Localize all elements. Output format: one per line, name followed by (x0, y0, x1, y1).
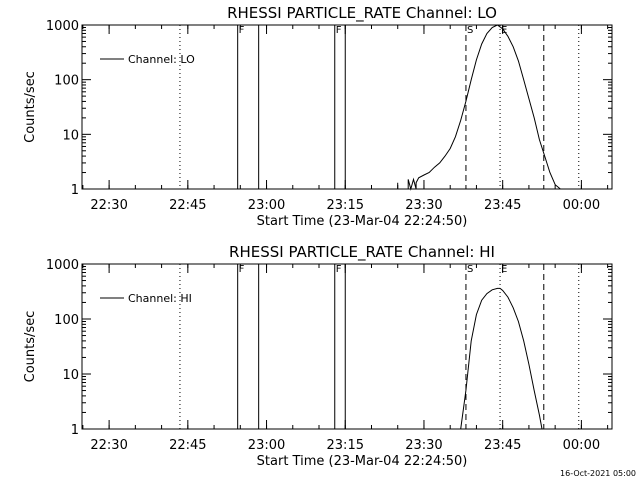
x-tick-label: 23:30 (405, 198, 442, 213)
x-tick-label: 23:15 (327, 198, 364, 213)
legend-label: Channel: LO (128, 53, 195, 66)
series-line (460, 287, 543, 430)
x-tick-label: 23:30 (405, 438, 442, 453)
y-tick-label: 100 (54, 74, 79, 89)
event-marker-S: S (467, 264, 473, 275)
chart-panel-2: RHESSI PARTICLE_RATE Channel: HI 1 10 100 10… (23, 243, 613, 469)
x-tick-label: 23:00 (248, 438, 285, 453)
chart-title: RHESSI PARTICLE_RATE Channel: LO (227, 4, 497, 23)
x-axis-label: Start Time (23-Mar-04 22:24:50) (257, 454, 468, 469)
y-tick-label: 1000 (46, 258, 79, 273)
y-tick-label: 10 (62, 368, 79, 383)
legend-label: Channel: HI (128, 292, 192, 305)
chart-panel-1: RHESSI PARTICLE_RATE Channel: LO 1 10 100 10… (23, 4, 613, 229)
x-tick-label: 22:30 (90, 198, 127, 213)
event-marker-F: F (336, 25, 342, 36)
y-axis-label: Counts/sec (23, 311, 38, 383)
x-tick-label: 00:00 (563, 438, 600, 453)
x-tick-label: 23:45 (484, 438, 521, 453)
x-tick-label: 22:45 (169, 198, 206, 213)
chart-title: RHESSI PARTICLE_RATE Channel: HI (229, 243, 495, 262)
event-marker-S: S (467, 25, 473, 36)
event-marker-F: F (239, 264, 245, 275)
series-line (397, 24, 561, 191)
y-tick-label: 1 (71, 183, 79, 198)
y-axis-label: Counts/sec (23, 71, 38, 143)
x-tick-label: 23:45 (484, 198, 521, 213)
y-tick-label: 10 (62, 128, 79, 143)
plot-frame (81, 263, 613, 430)
y-tick-label: 1 (71, 423, 79, 438)
x-tick-label: 00:00 (563, 198, 600, 213)
event-marker-E: E (501, 264, 507, 275)
footer-timestamp: 16-Oct-2021 05:00 (560, 469, 636, 478)
x-axis-label: Start Time (23-Mar-04 22:24:50) (257, 214, 468, 229)
x-tick-label: 23:00 (248, 198, 285, 213)
plot-frame (81, 24, 613, 190)
x-tick-label: 22:45 (169, 438, 206, 453)
y-tick-label: 1000 (46, 19, 79, 34)
y-tick-label: 100 (54, 313, 79, 328)
x-tick-label: 22:30 (90, 438, 127, 453)
event-marker-F: F (239, 25, 245, 36)
x-tick-label: 23:15 (327, 438, 364, 453)
event-marker-F: F (336, 264, 342, 275)
